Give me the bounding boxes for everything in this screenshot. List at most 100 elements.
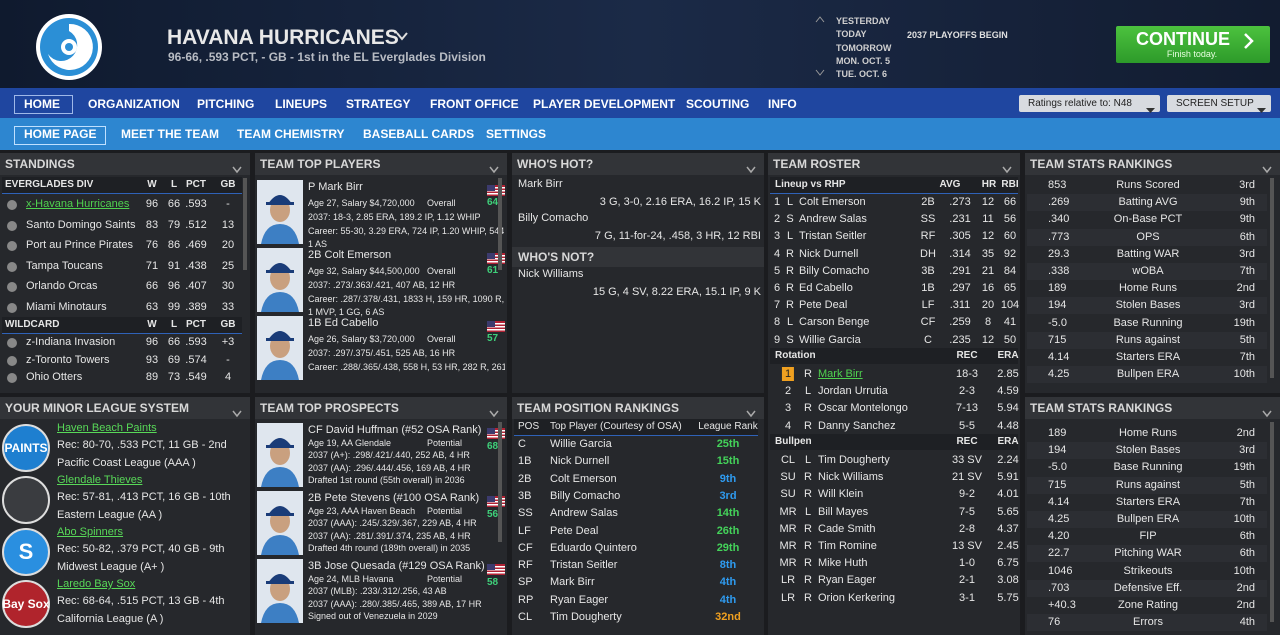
dropdown-label[interactable]: SCREEN SETUP bbox=[1176, 98, 1254, 109]
date-item[interactable]: TOMORROW bbox=[836, 42, 892, 53]
team-name[interactable]: Ohio Otters bbox=[26, 371, 83, 384]
team-name[interactable]: x-Havana Hurricanes bbox=[26, 198, 130, 210]
date-scroll[interactable] bbox=[814, 14, 826, 80]
player-name[interactable]: Ryan Eager bbox=[818, 574, 877, 587]
player-name[interactable]: Nick Williams bbox=[518, 268, 584, 280]
subnav-item[interactable]: BASEBALL CARDS bbox=[363, 127, 475, 141]
position-cell[interactable]: Pete Deal bbox=[550, 524, 599, 537]
position-cell[interactable]: Colt Emerson bbox=[550, 472, 617, 485]
rating-value: 64 bbox=[487, 197, 499, 208]
panel-chevron bbox=[489, 405, 499, 423]
team-name[interactable]: Miami Minotaurs bbox=[26, 301, 107, 313]
player-name[interactable]: Danny Sanchez bbox=[818, 419, 896, 432]
roster-cell: 2-3 bbox=[959, 385, 975, 398]
continue-label[interactable]: CONTINUE bbox=[1136, 29, 1230, 49]
column-header: REC bbox=[956, 436, 978, 447]
dropdown-label[interactable]: Ratings relative to: N48 bbox=[1028, 98, 1132, 109]
position-cell[interactable]: Nick Durnell bbox=[550, 455, 610, 468]
position-cell[interactable]: Billy Comacho bbox=[550, 489, 621, 502]
position-cell[interactable]: Willie Garcia bbox=[550, 438, 612, 450]
player-name[interactable]: Tim Romine bbox=[818, 540, 877, 552]
player-name[interactable]: Bill Mayes bbox=[818, 505, 869, 518]
record-line: 96-66, .593 PCT, - GB - 1st in the EL Ev… bbox=[168, 50, 486, 64]
player-name[interactable]: Willie Garcia bbox=[799, 333, 861, 346]
position-cell[interactable]: Andrew Salas bbox=[550, 507, 618, 520]
player-name[interactable]: Andrew Salas bbox=[799, 213, 867, 226]
team-name[interactable]: Santo Domingo Saints bbox=[26, 218, 136, 231]
position-cell[interactable]: Eduardo Quintero bbox=[550, 541, 637, 554]
date-item[interactable]: YESTERDAY bbox=[836, 16, 891, 26]
player-name[interactable]: Ed Cabello bbox=[799, 282, 853, 294]
roster-cell: .235 bbox=[949, 333, 971, 346]
player-name[interactable]: Carson Benge bbox=[799, 316, 870, 329]
roster-cell: 92 bbox=[1003, 247, 1017, 260]
subnav-item[interactable]: TEAM CHEMISTRY bbox=[237, 127, 345, 141]
nav-item[interactable]: INFO bbox=[768, 97, 797, 111]
standing-cell: 20 bbox=[221, 239, 235, 252]
stat-line: 1 AS bbox=[308, 239, 328, 249]
column-header: W bbox=[147, 179, 157, 190]
nav-item[interactable]: STRATEGY bbox=[346, 97, 411, 111]
date-item[interactable]: MON. OCT. 5 bbox=[836, 55, 891, 66]
continue-arrow[interactable] bbox=[1242, 32, 1256, 50]
team-name[interactable]: z-Toronto Towers bbox=[26, 353, 110, 366]
player-name[interactable]: Will Klein bbox=[818, 488, 864, 501]
player-name[interactable]: Mark Birr bbox=[818, 368, 863, 380]
player-name[interactable]: Tim Dougherty bbox=[818, 454, 890, 466]
nav-item[interactable]: FRONT OFFICE bbox=[430, 97, 519, 111]
player-name[interactable]: Nick Durnell bbox=[799, 247, 859, 260]
team-name[interactable]: z-Indiana Invasion bbox=[26, 336, 116, 348]
subnav-item[interactable]: HOME PAGE bbox=[24, 127, 97, 141]
standing-cell: 86 bbox=[167, 239, 181, 252]
player-name[interactable]: Mike Huth bbox=[818, 557, 868, 570]
player-name[interactable]: Billy Comacho bbox=[518, 212, 589, 224]
team-name[interactable]: Tampa Toucans bbox=[26, 259, 103, 272]
nav-item[interactable]: ORGANIZATION bbox=[88, 97, 180, 111]
player-name: 3B Jose Quesada (#129 OSA Rank) bbox=[308, 560, 485, 572]
minor-team-name[interactable]: Glendale Thieves bbox=[57, 474, 143, 486]
position-cell: 26th bbox=[716, 524, 740, 537]
subnav-item[interactable]: MEET THE TEAM bbox=[121, 127, 219, 141]
player-name[interactable]: Oscar Montelongo bbox=[818, 402, 908, 415]
player-name[interactable]: Pete Deal bbox=[799, 299, 848, 312]
date-item[interactable]: TODAY bbox=[836, 29, 867, 40]
minor-team-name[interactable]: Haven Beach Paints bbox=[57, 422, 157, 434]
team-name[interactable]: Port au Prince Pirates bbox=[26, 239, 133, 252]
player-name[interactable]: Tristan Seitler bbox=[799, 230, 867, 243]
minor-team-name[interactable]: Abo Spinners bbox=[57, 526, 124, 538]
position-cell: 3rd bbox=[719, 489, 737, 502]
panel-chevron bbox=[489, 161, 499, 179]
date-item[interactable]: TUE. OCT. 6 bbox=[836, 69, 888, 80]
standing-cell: - bbox=[226, 198, 230, 210]
player-name[interactable]: Nick Williams bbox=[818, 471, 884, 484]
player-name[interactable]: Jordan Urrutia bbox=[818, 385, 888, 398]
nav-item[interactable]: PLAYER DEVELOPMENT bbox=[533, 97, 676, 111]
position-cell[interactable]: Mark Birr bbox=[550, 576, 595, 589]
player-name[interactable]: Billy Comacho bbox=[799, 264, 870, 277]
team-dropdown-icon[interactable] bbox=[396, 31, 408, 41]
minor-team-name[interactable]: Laredo Bay Sox bbox=[57, 578, 136, 590]
column-header: W bbox=[147, 319, 157, 330]
scrollbar bbox=[1270, 422, 1274, 622]
nav-item[interactable]: HOME bbox=[24, 97, 60, 111]
nav-item[interactable]: SCOUTING bbox=[686, 97, 750, 111]
position-cell: 1B bbox=[518, 455, 532, 468]
continue-sub[interactable]: Finish today. bbox=[1166, 49, 1218, 59]
column-header: League Rank bbox=[698, 421, 758, 432]
nav-item[interactable]: LINEUPS bbox=[275, 97, 328, 111]
logo-text: Bay Sox bbox=[2, 597, 50, 611]
subpanel-header bbox=[512, 247, 764, 267]
position-cell[interactable]: Tim Dougherty bbox=[550, 611, 622, 623]
player-name[interactable]: Cade Smith bbox=[818, 522, 876, 535]
position-cell[interactable]: Tristan Seitler bbox=[550, 559, 618, 572]
continue-button[interactable] bbox=[1116, 26, 1270, 63]
roster-cell: .273 bbox=[949, 196, 971, 208]
position-cell[interactable]: Ryan Eager bbox=[550, 593, 609, 606]
player-name[interactable]: Mark Birr bbox=[518, 178, 563, 190]
subnav-item[interactable]: SETTINGS bbox=[486, 127, 547, 141]
player-name[interactable]: Colt Emerson bbox=[799, 196, 866, 208]
stat-line: 1 MVP, 1 GG, 6 AS bbox=[308, 307, 385, 317]
player-name[interactable]: Orion Kerkering bbox=[818, 591, 896, 604]
team-name[interactable]: Orlando Orcas bbox=[26, 280, 98, 293]
nav-item[interactable]: PITCHING bbox=[197, 97, 255, 111]
